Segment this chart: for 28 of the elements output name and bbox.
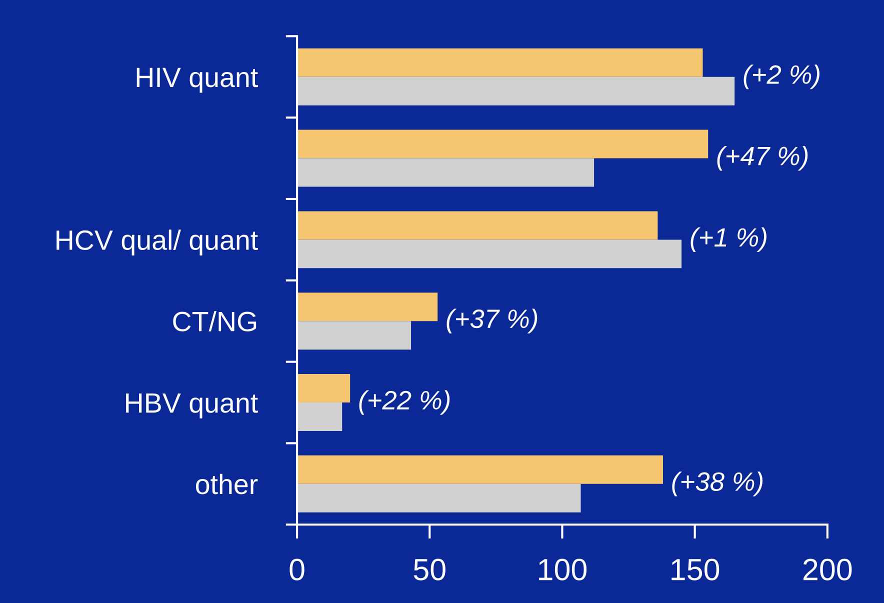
y-tick-label: other bbox=[196, 474, 258, 494]
bar bbox=[297, 402, 342, 431]
x-tick-label: 0 bbox=[290, 558, 304, 580]
y-tick-label: HBV quant bbox=[126, 393, 258, 418]
annotation: (+38 %) bbox=[672, 472, 763, 496]
x-tick-label: 150 bbox=[672, 558, 720, 580]
annotation: (+1 %) bbox=[690, 227, 766, 252]
bar bbox=[297, 130, 708, 158]
annotation: (+37 %) bbox=[446, 308, 538, 334]
bar bbox=[297, 374, 350, 402]
bar bbox=[297, 211, 658, 240]
x-tick-label: 50 bbox=[414, 558, 446, 580]
bar bbox=[297, 484, 581, 512]
annotation: (+2 %) bbox=[744, 64, 820, 90]
bar bbox=[297, 455, 663, 484]
bar bbox=[297, 321, 412, 350]
y-tick-label: HIV quant bbox=[136, 68, 258, 93]
bar bbox=[297, 240, 682, 268]
bar bbox=[297, 158, 594, 187]
y-tick-label: CT/NG bbox=[173, 311, 256, 332]
bar bbox=[297, 48, 703, 77]
annotation: (+22 %) bbox=[359, 390, 450, 415]
bar bbox=[297, 76, 735, 106]
y-tick-label: HCV qual/ quant bbox=[56, 230, 258, 256]
bar bbox=[297, 292, 438, 322]
annotation: (+47 %) bbox=[717, 146, 808, 171]
x-tick-label: 200 bbox=[803, 558, 852, 580]
x-tick-label: 100 bbox=[539, 558, 587, 580]
